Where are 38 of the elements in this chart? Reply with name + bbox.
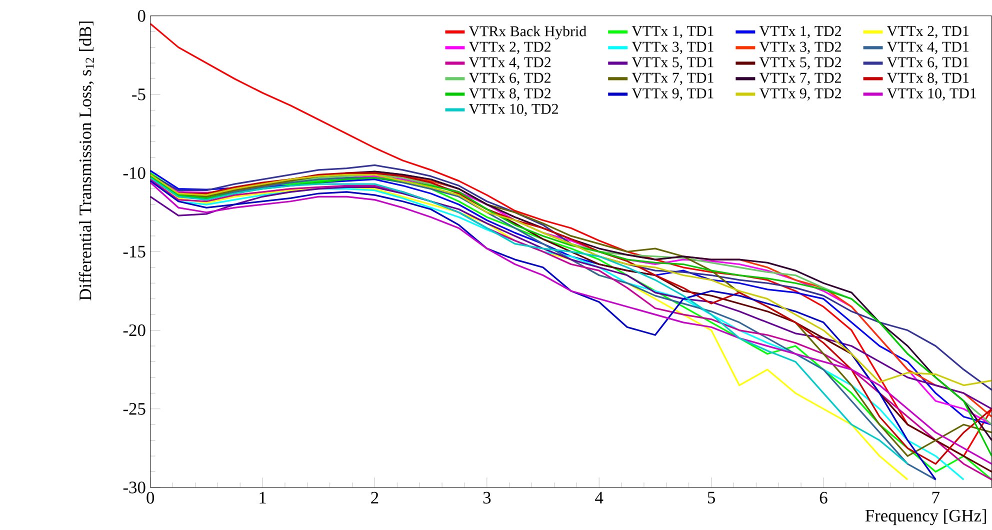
legend-label: VTTx 10, TD1 — [886, 88, 976, 100]
x-axis-title: Frequency [GHz] — [865, 509, 986, 525]
legend-label: VTTx 9, TD2 — [759, 88, 841, 100]
legend-label: VTTx 1, TD1 — [632, 26, 714, 38]
legend-label: VTTx 6, TD1 — [886, 57, 969, 70]
y-tick-label: -10 — [123, 166, 146, 179]
x-tick-label: 7 — [932, 492, 940, 504]
legend-label: VTTx 4, TD2 — [468, 57, 551, 70]
legend-label: VTTx 6, TD2 — [468, 72, 551, 85]
y-tick-label: 0 — [138, 10, 146, 22]
x-tick-label: 5 — [708, 492, 715, 504]
y-tick-label: -20 — [123, 324, 146, 336]
x-tick-label: 4 — [595, 492, 604, 504]
legend-label: VTTx 7, TD1 — [632, 72, 714, 85]
legend-label: VTTx 4, TD1 — [886, 42, 969, 54]
legend-label: VTTx 8, TD2 — [468, 88, 551, 100]
y-tick-label: -25 — [123, 402, 146, 415]
legend-label: VTTx 5, TD2 — [759, 57, 841, 70]
legend-label: VTTx 2, TD2 — [468, 42, 551, 54]
y-tick-label: -15 — [123, 246, 146, 258]
x-tick-label: 3 — [483, 492, 491, 504]
legend-label: VTTx 7, TD2 — [759, 72, 841, 85]
legend-label: VTTx 3, TD1 — [632, 42, 714, 54]
legend-label: VTTx 5, TD1 — [632, 57, 714, 70]
legend-label: VTTx 9, TD1 — [632, 88, 714, 100]
legend-label: VTTx 8, TD1 — [886, 72, 969, 85]
legend-label: VTTx 3, TD2 — [759, 42, 841, 54]
x-tick-label: 6 — [820, 492, 828, 504]
legend-label: VTTx 10, TD2 — [468, 104, 558, 116]
x-tick-label: 1 — [260, 492, 266, 504]
y-tick-label: -30 — [123, 481, 146, 494]
y-axis-title: Differential Transmission Loss, s$_{12}$ [dB] — [78, 21, 94, 300]
legend-label: VTRx Back Hybrid — [468, 26, 586, 40]
x-tick-label: 2 — [371, 492, 378, 504]
legend-label: VTTx 2, TD1 — [886, 26, 969, 38]
x-tick-label: 0 — [146, 492, 154, 504]
legend-label: VTTx 1, TD2 — [759, 26, 841, 38]
y-tick-label: -5 — [132, 88, 146, 100]
